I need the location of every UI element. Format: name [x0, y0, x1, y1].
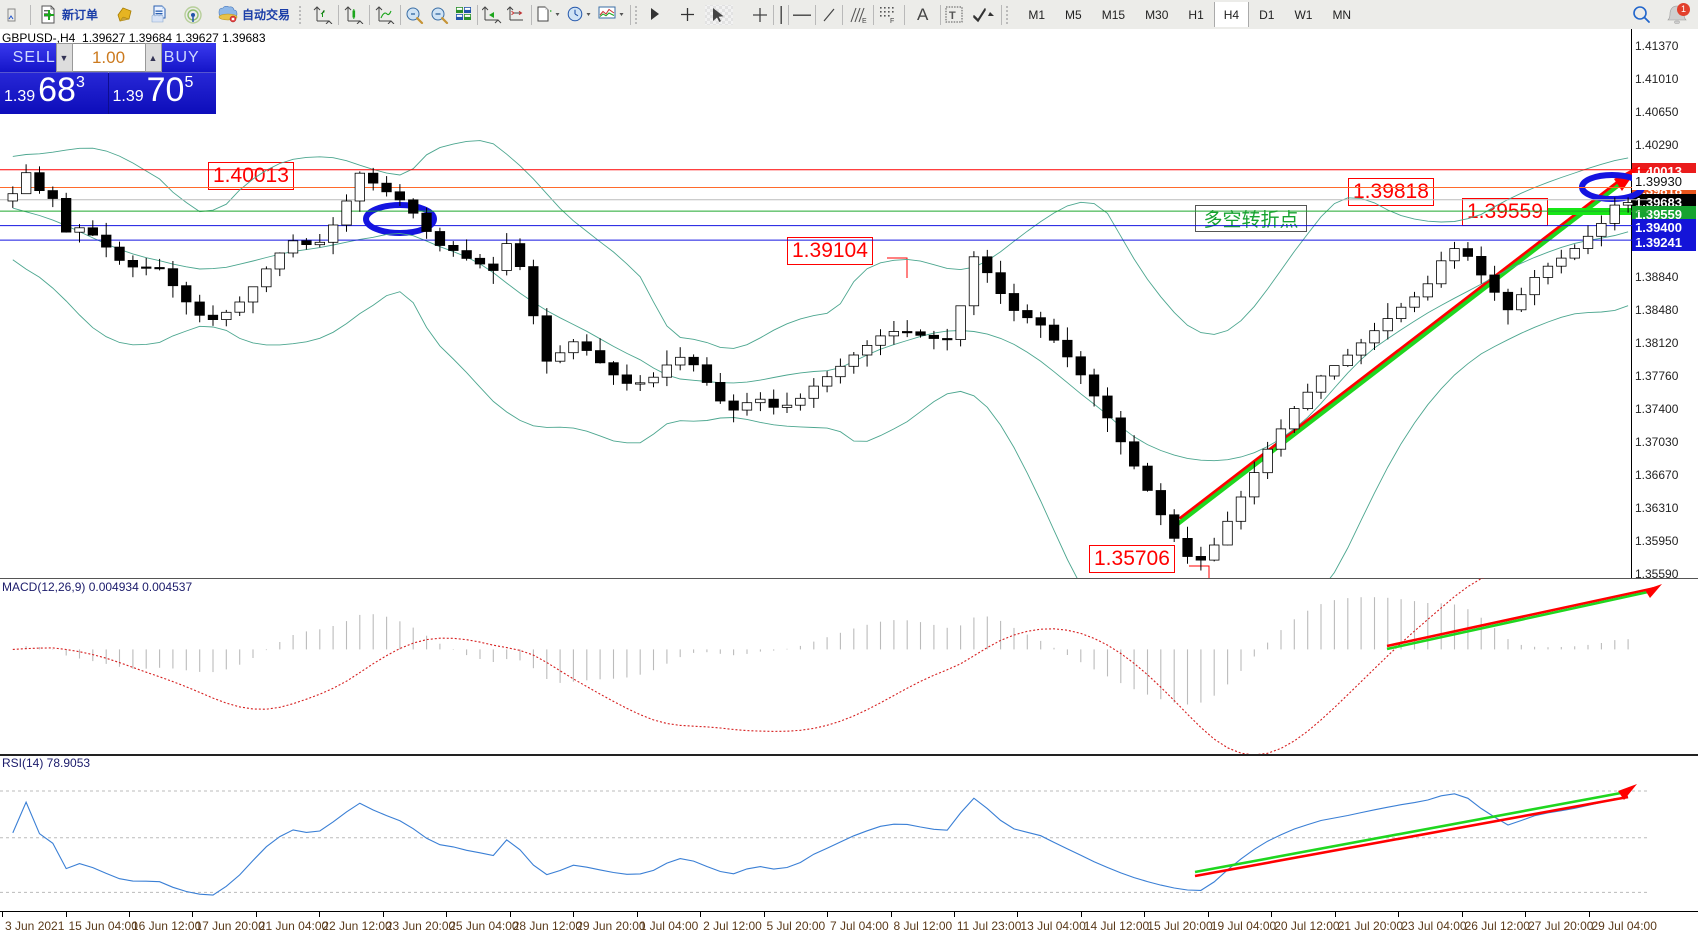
svg-text:F: F: [890, 18, 894, 24]
svg-text:T: T: [949, 10, 956, 22]
svg-text:E: E: [862, 18, 867, 24]
